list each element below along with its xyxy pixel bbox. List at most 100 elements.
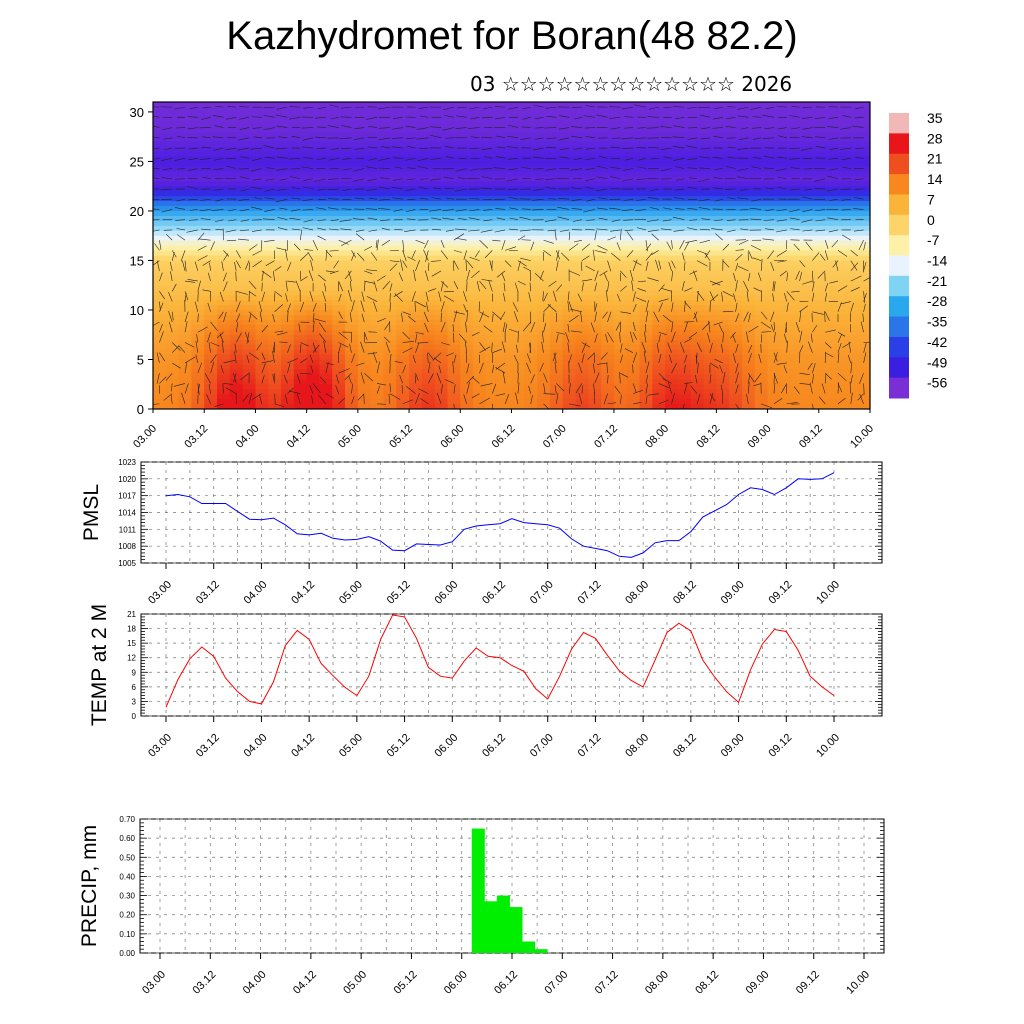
- heatmap-cell: [818, 259, 833, 266]
- heatmap-cell: [716, 151, 730, 157]
- heatmap-cell: [306, 393, 321, 400]
- heatmap-cell: [345, 141, 359, 147]
- wind-barb: [671, 331, 676, 343]
- wind-barb: [378, 186, 390, 190]
- heatmap-cell: [370, 190, 385, 197]
- heatmap-cell: [319, 264, 333, 271]
- heatmap-cell: [434, 378, 449, 385]
- heatmap-cell: [767, 155, 781, 162]
- heatmap-cell: [473, 334, 487, 340]
- heatmap-cell: [345, 225, 359, 231]
- heatmap-cell: [165, 106, 180, 113]
- wind-barb: [419, 197, 429, 200]
- heatmap-cell: [357, 165, 372, 172]
- heatmap-cell: [409, 368, 423, 375]
- heatmap-cell: [293, 165, 308, 172]
- heatmap-cell: [793, 106, 807, 113]
- wind-barb: [684, 261, 686, 271]
- heatmap-cell: [396, 190, 410, 197]
- wind-barb: [581, 279, 593, 282]
- wind-barb: [328, 228, 339, 231]
- wind-barb: [667, 342, 672, 353]
- heatmap-cell: [485, 185, 500, 192]
- heatmap-cell: [281, 279, 295, 286]
- heatmap-cell: [447, 344, 461, 350]
- wind-barb: [325, 393, 335, 399]
- heatmap-cell: [293, 175, 308, 182]
- heatmap-cell: [409, 146, 423, 152]
- wind-barb: [177, 234, 186, 241]
- heatmap-cell: [242, 250, 257, 256]
- heatmap-cell: [639, 284, 653, 291]
- wind-barb: [581, 385, 583, 394]
- heatmap-cell: [537, 368, 551, 375]
- heatmap-cell: [191, 220, 205, 226]
- heatmap-cell: [357, 299, 372, 306]
- heatmap-cell: [153, 175, 167, 182]
- heatmap-cell: [562, 294, 577, 301]
- heatmap-cell: [383, 264, 397, 271]
- wind-barb: [528, 385, 531, 394]
- heatmap-cell: [639, 354, 653, 360]
- heatmap-cell: [255, 146, 269, 152]
- wind-barb: [647, 393, 659, 396]
- heatmap-cell: [690, 116, 705, 122]
- heatmap-cell: [677, 210, 692, 216]
- wind-barb: [581, 353, 585, 364]
- heatmap-cell: [447, 205, 461, 212]
- wind-barb: [480, 187, 493, 190]
- heatmap-cell: [857, 195, 870, 202]
- heatmap-cell: [626, 354, 641, 360]
- wind-barb: [567, 342, 570, 353]
- heatmap-cell: [844, 339, 858, 345]
- heatmap-cell: [844, 116, 858, 122]
- heatmap-cell: [434, 259, 449, 266]
- heatmap-cell: [562, 264, 577, 271]
- heatmap-cell: [383, 151, 397, 157]
- heatmap-cell: [460, 269, 474, 276]
- heatmap-cell: [242, 383, 257, 390]
- heatmap-cell: [857, 155, 870, 162]
- heatmap-cell: [229, 185, 244, 192]
- wind-barb: [714, 358, 723, 364]
- heatmap-cell: [613, 126, 628, 132]
- heatmap-cell: [703, 383, 717, 390]
- heatmap-cell: [345, 334, 359, 340]
- heatmap-cell: [434, 299, 449, 306]
- heatmap-cell: [242, 151, 257, 157]
- heatmap-cell: [281, 339, 295, 345]
- heatmap-cell: [357, 264, 372, 271]
- heatmap-cell: [524, 102, 538, 108]
- heatmap-cell: [703, 200, 717, 207]
- heatmap-cell: [217, 175, 231, 182]
- wind-barb: [361, 291, 365, 302]
- wind-barb: [202, 106, 211, 109]
- heatmap-cell: [729, 126, 743, 132]
- heatmap-cell: [268, 195, 282, 202]
- heatmap-cell: [601, 245, 615, 251]
- wind-barb: [401, 312, 403, 323]
- heatmap-cell: [537, 185, 551, 192]
- wind-barb: [425, 250, 429, 262]
- heatmap-cell: [370, 141, 385, 147]
- heatmap-cell: [549, 165, 564, 172]
- wind-barb: [153, 260, 160, 266]
- wind-barb: [453, 280, 459, 290]
- wind-barb: [317, 188, 326, 191]
- heatmap-cell: [537, 304, 551, 311]
- heatmap-cell: [588, 195, 602, 202]
- heatmap-cell: [741, 190, 756, 197]
- heatmap-cell: [639, 165, 653, 172]
- heatmap-cell: [434, 274, 449, 281]
- heatmap-cell: [780, 264, 794, 271]
- heatmap-cell: [767, 354, 781, 360]
- heatmap-cell: [537, 250, 551, 256]
- wind-barb: [236, 291, 248, 295]
- heatmap-cell: [306, 131, 321, 137]
- heatmap-cell: [217, 136, 231, 142]
- heatmap-cell: [741, 185, 756, 192]
- wind-barb: [356, 252, 365, 261]
- wind-barb: [338, 311, 343, 320]
- heatmap-cell: [447, 131, 461, 137]
- wind-barb: [621, 106, 634, 110]
